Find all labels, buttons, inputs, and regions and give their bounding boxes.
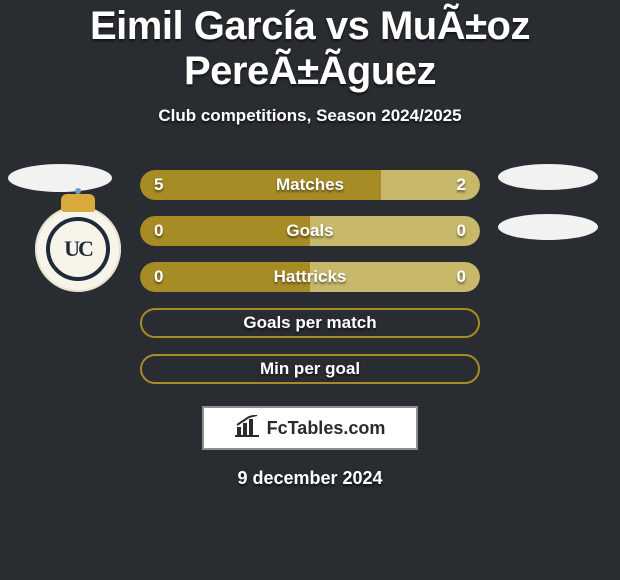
stat-bar: 0 0 Hattricks xyxy=(140,262,480,292)
stat-bar: 5 2 Matches xyxy=(140,170,480,200)
stat-value-right: 0 xyxy=(457,267,466,287)
player-left-placeholder xyxy=(8,164,112,192)
stat-row: 0 0 Hattricks xyxy=(0,254,620,300)
stat-row: Goals per match xyxy=(0,300,620,346)
logo-text: FcTables.com xyxy=(267,418,386,439)
club-right-placeholder xyxy=(496,214,600,240)
page-title: Eimil García vs MuÃ±oz PereÃ±Ãguez xyxy=(0,0,620,94)
stat-value-left: 5 xyxy=(154,175,163,195)
stat-value-right: 2 xyxy=(457,175,466,195)
player-right-placeholder xyxy=(496,164,600,190)
oval-placeholder xyxy=(498,214,598,240)
oval-placeholder xyxy=(498,164,598,190)
stat-bar: Min per goal xyxy=(140,354,480,384)
stat-label: Min per goal xyxy=(260,359,360,379)
bar-fill-left xyxy=(140,216,310,246)
bar-fill-left xyxy=(140,170,381,200)
stats-rows: 52MatchesUC00Goals00HattricksGoals per m… xyxy=(0,162,620,392)
fctables-logo: FcTables.com xyxy=(202,406,418,450)
stat-label: Goals xyxy=(286,221,333,241)
stat-value-left: 0 xyxy=(154,221,163,241)
stat-label: Goals per match xyxy=(243,313,376,333)
stat-value-left: 0 xyxy=(154,267,163,287)
subtitle: Club competitions, Season 2024/2025 xyxy=(0,106,620,126)
oval-placeholder xyxy=(8,164,112,192)
stat-label: Matches xyxy=(276,175,344,195)
stat-bar: 0 0 Goals xyxy=(140,216,480,246)
date-text: 9 december 2024 xyxy=(0,468,620,489)
stat-bar: Goals per match xyxy=(140,308,480,338)
stat-label: Hattricks xyxy=(274,267,347,287)
stat-row: Min per goal xyxy=(0,346,620,392)
chart-icon xyxy=(235,415,261,442)
stat-value-right: 0 xyxy=(457,221,466,241)
bar-fill-right xyxy=(310,216,480,246)
stat-row: UC00Goals xyxy=(0,208,620,254)
